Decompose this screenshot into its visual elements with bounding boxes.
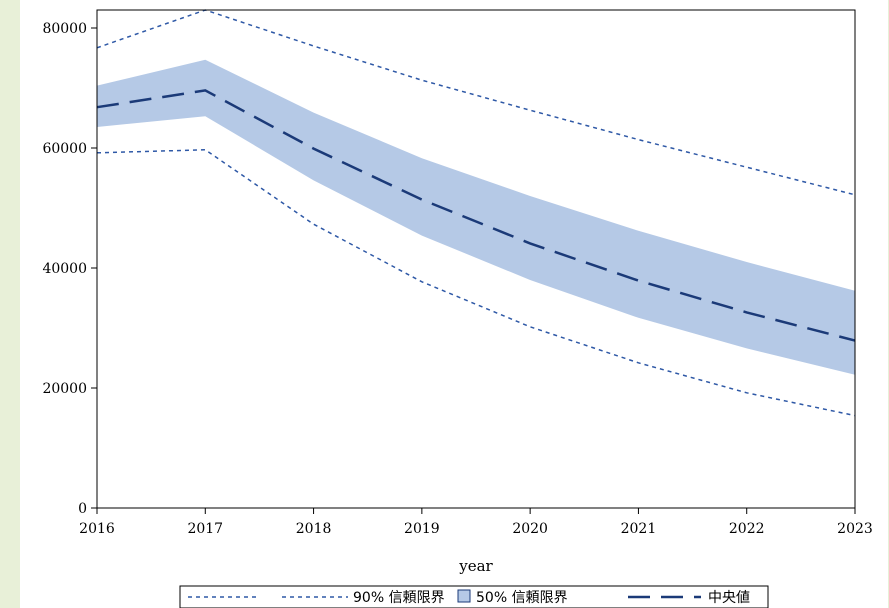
x-tick-label-2021: 2021 [621, 521, 657, 537]
chart-svg: 2016 2017 2018 2019 2020 2021 2022 2023 0 20000 4… [42, 9, 873, 608]
legend: 90% 信頼限界 50% 信頼限界 中央値 [179, 585, 769, 608]
x-tick-label-2018: 2018 [296, 521, 332, 537]
line-90-lower [96, 149, 856, 417]
x-tick-label-2016: 2016 [79, 521, 115, 537]
x-tick-label-2019: 2019 [404, 521, 440, 537]
legend-label-median: 中央値 [708, 590, 750, 606]
legend-swatch-50 [457, 589, 471, 603]
y-tick-label-40000: 40000 [42, 261, 87, 277]
y-tick-label-0: 0 [78, 501, 87, 517]
x-axis: 2016 2017 2018 2019 2020 2021 2022 2023 [79, 508, 873, 537]
band-50 [97, 59, 855, 375]
y-tick-label-80000: 80000 [42, 21, 87, 37]
x-tick-label-2022: 2022 [729, 521, 765, 537]
chart-container: 2016 2017 2018 2019 2020 2021 2022 2023 0 20000 4… [20, 0, 888, 608]
line-median [96, 89, 856, 342]
x-tick-label-2020: 2020 [512, 521, 548, 537]
legend-label-90: 90% 信頼限界 [353, 590, 445, 606]
x-tick-label-2023: 2023 [837, 521, 873, 537]
x-tick-label-2017: 2017 [187, 521, 223, 537]
plot-frame [96, 9, 856, 509]
y-tick-label-20000: 20000 [42, 381, 87, 397]
y-axis: 0 20000 40000 60000 80000 [42, 21, 97, 517]
x-axis-title: year [458, 557, 493, 575]
y-tick-label-60000: 60000 [42, 141, 87, 157]
legend-label-50: 50% 信頼限界 [476, 590, 568, 606]
legend-box [179, 585, 769, 608]
plot-area [96, 9, 856, 417]
